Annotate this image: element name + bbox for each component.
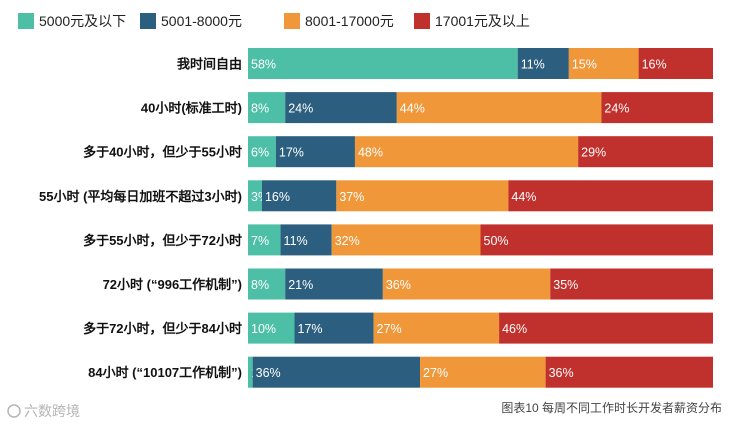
data-label: 27% (377, 322, 402, 336)
bar-segment (568, 48, 639, 79)
data-label: 27% (423, 366, 448, 380)
legend-item: 5000元及以下 (18, 13, 126, 29)
data-label: 32% (335, 234, 360, 248)
data-label: 11% (521, 58, 545, 72)
data-label: 50% (484, 234, 509, 248)
bar-segment (252, 356, 421, 388)
data-label: 15% (572, 58, 597, 72)
bar-segment (550, 268, 713, 300)
bar-segment (373, 312, 500, 344)
bar-segment (248, 136, 276, 168)
bar-segment (545, 356, 713, 388)
bar-segment (280, 224, 332, 256)
bar-segment (248, 268, 286, 300)
data-label: 8% (251, 278, 269, 292)
bar-segment (261, 180, 337, 212)
chart-caption: 图表10 每周不同工作时长开发者薪资分布 (501, 400, 722, 415)
bar-segment (499, 312, 713, 344)
bar-segment (248, 356, 253, 388)
category-label: 55小时 (平均每日加班不超过3小时) (39, 189, 242, 204)
category-label: 72小时 (“996工作机制”) (103, 277, 242, 292)
category-label: 40小时(标准工时) (141, 101, 242, 116)
data-label: 24% (288, 102, 313, 116)
legend-item: 17001元及以上 (414, 13, 530, 29)
bar-segment (275, 136, 355, 168)
legend-swatch (284, 13, 300, 29)
legend-label: 5000元及以下 (39, 13, 126, 29)
legend: 5000元及以下 5001-8000元 8001-17000元 17001元及以上 (18, 13, 530, 29)
bar-segment (248, 180, 262, 212)
data-label: 44% (511, 190, 536, 204)
bar-segment (285, 92, 397, 124)
legend-label: 5001-8000元 (161, 13, 242, 29)
bar-segment (248, 92, 286, 124)
legend-swatch (414, 13, 430, 29)
bars: 58% 11% 15% 16%8% 24% 44% 24%6% 17% 48% 29%3%16% 3… (248, 48, 713, 388)
data-label: 46% (502, 322, 527, 336)
bar-segment (508, 180, 713, 212)
data-label: 37% (339, 190, 364, 204)
category-label: 多于72小时，但少于84小时 (83, 321, 242, 336)
legend-label: 17001元及以上 (435, 13, 530, 29)
data-label: 11% (284, 234, 308, 248)
data-label: 17% (279, 146, 304, 160)
legend-item: 8001-17000元 (284, 13, 394, 29)
bar-segment (354, 136, 579, 168)
bar-segment (517, 48, 569, 79)
bar-segment (420, 356, 546, 388)
data-label: 6% (251, 146, 269, 160)
bar-segment (480, 224, 713, 256)
data-label: 10% (251, 322, 276, 336)
data-label: 17% (298, 322, 323, 336)
category-label: 多于55小时，但少于72小时 (83, 233, 242, 248)
category-label: 84小时 (“10107工作机制”) (88, 365, 242, 380)
bar-segment (248, 48, 518, 79)
data-label: 36% (256, 366, 281, 380)
category-label: 我时间自由 (177, 57, 242, 72)
category-label: 多于40小时，但少于55小时 (83, 145, 242, 160)
bar-segment (638, 48, 713, 79)
watermark-text: 六数跨境 (24, 403, 80, 419)
data-label: 36% (386, 278, 411, 292)
data-label: 44% (400, 102, 425, 116)
legend-item: 5001-8000元 (140, 13, 242, 29)
data-label: 16% (265, 190, 290, 204)
data-label: 36% (549, 366, 574, 380)
bar-segment (382, 268, 551, 300)
bar-segment (285, 268, 383, 300)
data-label: 8% (251, 102, 269, 116)
data-label: 7% (251, 234, 269, 248)
bar-segment (331, 224, 481, 256)
bar-segment (294, 312, 374, 344)
data-label: 48% (358, 146, 383, 160)
bar-segment (336, 180, 509, 212)
data-label: 29% (581, 146, 606, 160)
bar-segment (601, 92, 713, 124)
legend-label: 8001-17000元 (305, 13, 394, 29)
data-label: 58% (251, 58, 276, 72)
legend-swatch (140, 13, 156, 29)
data-label: 35% (553, 278, 578, 292)
bar-segment (578, 136, 713, 168)
data-label: 24% (604, 102, 629, 116)
legend-swatch (18, 13, 34, 29)
data-label: 16% (642, 58, 667, 72)
data-label: 21% (288, 278, 313, 292)
category-labels: 我时间自由 40小时(标准工时) 多于40小时，但少于55小时 55小时 (平均每日加… (39, 57, 242, 381)
bar-segment (248, 224, 281, 256)
bar-segment (248, 312, 295, 344)
bar-segment (396, 92, 602, 124)
watermark-logo: 六数跨境 (7, 403, 80, 419)
